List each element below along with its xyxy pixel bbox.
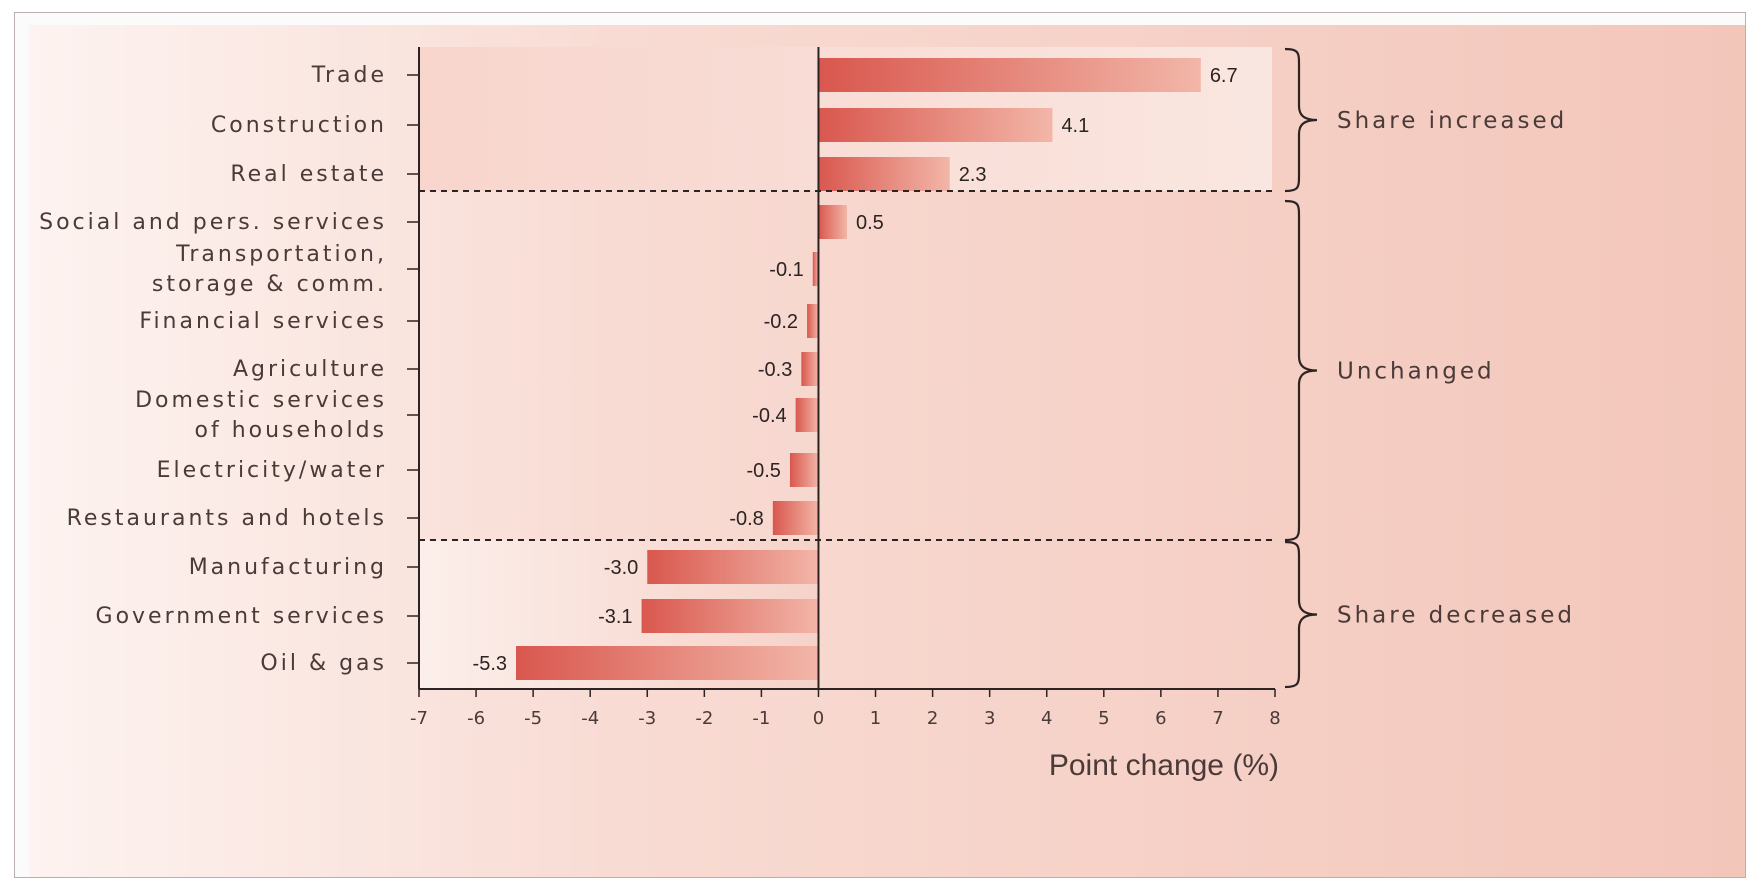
brace-share-decreased	[1284, 540, 1318, 689]
value-label-government-services: -3.1	[598, 606, 632, 628]
category-label-construction: Construction	[211, 113, 387, 138]
bar-oil-gas	[516, 646, 819, 680]
category-label-manufacturing: Manufacturing	[189, 555, 387, 580]
x-tick-label: 4	[1041, 708, 1052, 729]
x-tick-label: -1	[752, 708, 770, 729]
x-tick-label: 0	[813, 708, 824, 729]
bar-financial-services	[807, 304, 819, 338]
category-label-restaurants-and-hotels: Restaurants and hotels	[67, 506, 387, 531]
bar-real-estate	[818, 157, 950, 191]
brace-unchanged	[1284, 199, 1318, 542]
x-axis-label: Point change (%)	[1049, 749, 1279, 782]
x-tick-label: 8	[1269, 708, 1280, 729]
group-label-unchanged: Unchanged	[1337, 359, 1495, 385]
value-label-restaurants-and-hotels: -0.8	[729, 508, 763, 530]
x-tick-label: -7	[410, 708, 428, 729]
category-label-line: Domestic services	[135, 388, 387, 413]
bar-transportation-storage-comm	[812, 252, 819, 286]
value-label-oil-gas: -5.3	[473, 653, 507, 675]
bar-construction	[818, 108, 1053, 142]
value-label-agriculture: -0.3	[758, 359, 792, 381]
category-label-social-and-pers-services: Social and pers. services	[39, 210, 387, 235]
category-label-line: of households	[195, 418, 387, 443]
category-label-financial-services: Financial services	[139, 309, 387, 334]
value-label-financial-services: -0.2	[764, 311, 798, 333]
bar-restaurants-and-hotels	[772, 501, 819, 535]
category-label-agriculture: Agriculture	[233, 357, 387, 382]
x-tick-label: -4	[581, 708, 599, 729]
x-tick-label: -3	[638, 708, 656, 729]
group-label-share-decreased: Share decreased	[1337, 603, 1575, 629]
bar-electricity-water	[789, 453, 819, 487]
x-tick-label: -5	[524, 708, 542, 729]
value-label-trade: 6.7	[1210, 65, 1238, 87]
bar-government-services	[641, 599, 819, 633]
brace-share-increased	[1284, 47, 1318, 193]
bar-trade	[818, 58, 1201, 92]
value-label-domestic-services-of-households: -0.4	[752, 405, 786, 427]
x-tick-label: 5	[1098, 708, 1109, 729]
bar-chart: 6.7 Trade 4.1 Construction 2.3 Real estate 0.5…	[15, 13, 1745, 877]
category-label-government-services: Government services	[96, 604, 387, 629]
x-tick-label: 7	[1212, 708, 1223, 729]
bar-manufacturing	[647, 550, 819, 584]
bar-social-and-pers-services	[818, 205, 847, 239]
value-label-manufacturing: -3.0	[604, 557, 638, 579]
category-label-transportation-storage-comm: Transportation, storage & comm.	[152, 242, 387, 297]
group-label-share-increased: Share increased	[1337, 108, 1567, 134]
category-label-line: Transportation,	[175, 242, 387, 267]
bar-domestic-services-of-households	[795, 398, 819, 432]
category-label-domestic-services-of-households: Domestic services of households	[135, 388, 387, 443]
x-tick-label: -2	[695, 708, 713, 729]
value-label-real-estate: 2.3	[959, 164, 987, 186]
x-tick-label: -6	[467, 708, 485, 729]
x-tick-label: 3	[984, 708, 995, 729]
x-tick-label: 6	[1155, 708, 1166, 729]
value-label-construction: 4.1	[1061, 115, 1089, 137]
x-tick-label: 1	[870, 708, 881, 729]
value-label-social-and-pers-services: 0.5	[856, 212, 884, 234]
category-label-real-estate: Real estate	[230, 162, 387, 187]
category-label-electricity-water: Electricity/water	[157, 458, 387, 483]
x-tick-label: 2	[927, 708, 938, 729]
category-label-line: storage & comm.	[152, 272, 387, 297]
chart-frame: 6.7 Trade 4.1 Construction 2.3 Real estate 0.5…	[14, 12, 1746, 878]
category-label-trade: Trade	[311, 63, 387, 88]
value-label-electricity-water: -0.5	[746, 460, 780, 482]
bar-agriculture	[801, 352, 819, 386]
value-label-transportation-storage-comm: -0.1	[769, 259, 803, 281]
category-label-oil-gas: Oil & gas	[260, 651, 387, 676]
